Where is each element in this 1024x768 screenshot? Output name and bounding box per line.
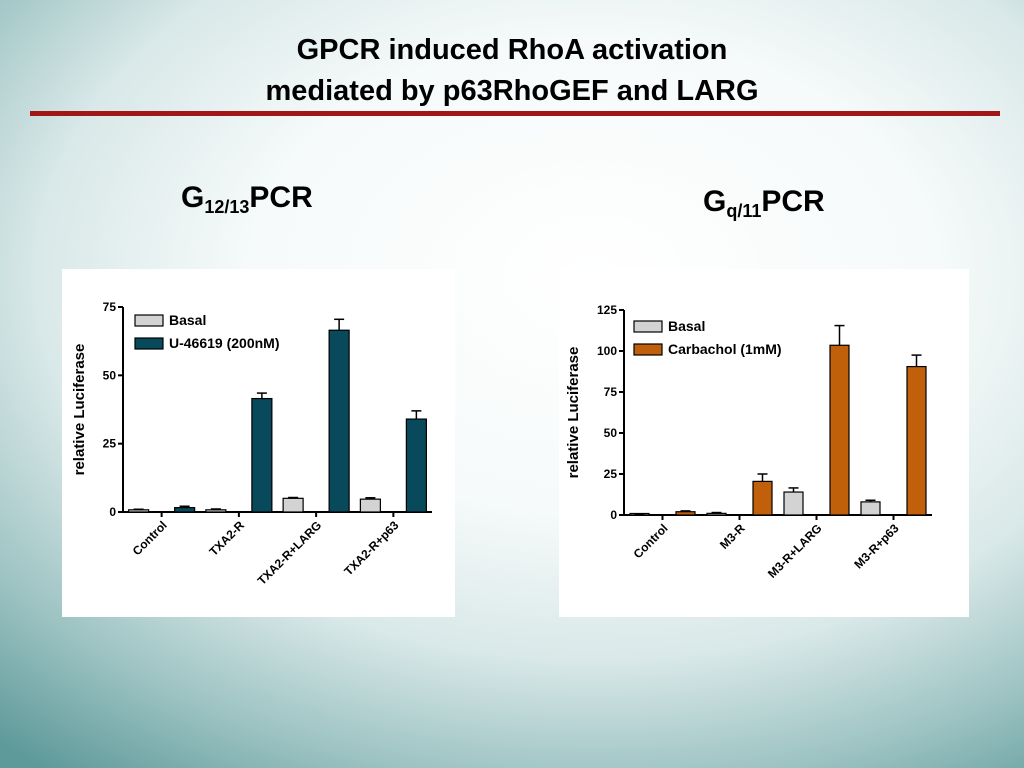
legend-label: U-46619 (200nM) (169, 335, 280, 351)
left-panel-heading: G12/13PCR (181, 181, 313, 218)
category-label: M3-R (717, 521, 748, 552)
bar-basal (706, 512, 727, 516)
right-heading-main: G (703, 185, 727, 218)
category-label: M3-R+p63 (851, 521, 901, 571)
category-label: TXA2-R+p63 (341, 518, 401, 578)
left-heading-tail: PCR (249, 181, 313, 214)
left-heading-subscript: 12/13 (204, 197, 250, 217)
chart-left-panel: 0 25 50 75 relative Luciferase Control TXA2-R T… (62, 269, 455, 617)
bar-basal (359, 498, 381, 513)
left-heading-main: G (181, 181, 205, 214)
y-tick-label: 25 (604, 467, 618, 481)
y-tick-label: 75 (103, 300, 117, 314)
y-tick-label: 100 (597, 344, 617, 358)
legend-swatch (134, 314, 164, 327)
category-label: TXA2-R (206, 518, 247, 559)
bar-stimulated (328, 329, 350, 513)
y-tick-label: 125 (597, 303, 617, 317)
legend-label: Carbachol (1mM) (668, 341, 782, 357)
legend-label: Basal (668, 318, 705, 334)
right-heading-subscript: q/11 (726, 201, 762, 221)
y-axis-title: relative Luciferase (71, 344, 88, 476)
right-heading-tail: PCR (761, 185, 825, 218)
legend-label: Basal (169, 312, 206, 328)
y-tick-label: 0 (610, 508, 617, 522)
y-axis-title: relative Luciferase (565, 347, 582, 479)
slide-title-line-1: GPCR induced RhoA activation (296, 34, 728, 66)
y-tick-label: 50 (604, 426, 618, 440)
slide-title-line-2: mediated by p63RhoGEF and LARG (265, 75, 759, 107)
bar-basal (205, 509, 227, 513)
right-panel-heading: Gq/11PCR (703, 185, 825, 222)
bar-stimulated (752, 480, 773, 516)
bar-stimulated (675, 511, 696, 516)
y-tick-label: 75 (604, 385, 618, 399)
bar-stimulated (906, 365, 927, 516)
y-tick-label: 50 (103, 368, 117, 382)
category-label: Control (130, 518, 170, 558)
chart-right: 0 25 50 75 100 125 relative Luciferase Control M… (565, 303, 932, 581)
bar-basal (128, 509, 150, 513)
category-label: TXA2-R+LARG (255, 518, 325, 588)
title-divider (30, 111, 1000, 116)
bar-stimulated (405, 418, 427, 513)
bar-basal (860, 501, 881, 516)
bar-stimulated (251, 397, 273, 513)
y-tick-label: 0 (109, 505, 116, 519)
slide-title: GPCR induced RhoA activation mediated by… (0, 30, 1024, 112)
bar-basal (783, 491, 804, 516)
legend-swatch (633, 343, 663, 356)
category-label: Control (631, 521, 671, 561)
y-tick-label: 25 (103, 437, 117, 451)
bar-stimulated (829, 344, 850, 516)
category-label: M3-R+LARG (765, 521, 825, 581)
bar-basal (282, 497, 304, 513)
legend-swatch (134, 337, 164, 350)
chart-right-panel: 0 25 50 75 100 125 relative Luciferase Control M… (559, 269, 969, 617)
bar-stimulated (174, 507, 196, 513)
legend-swatch (633, 320, 663, 333)
